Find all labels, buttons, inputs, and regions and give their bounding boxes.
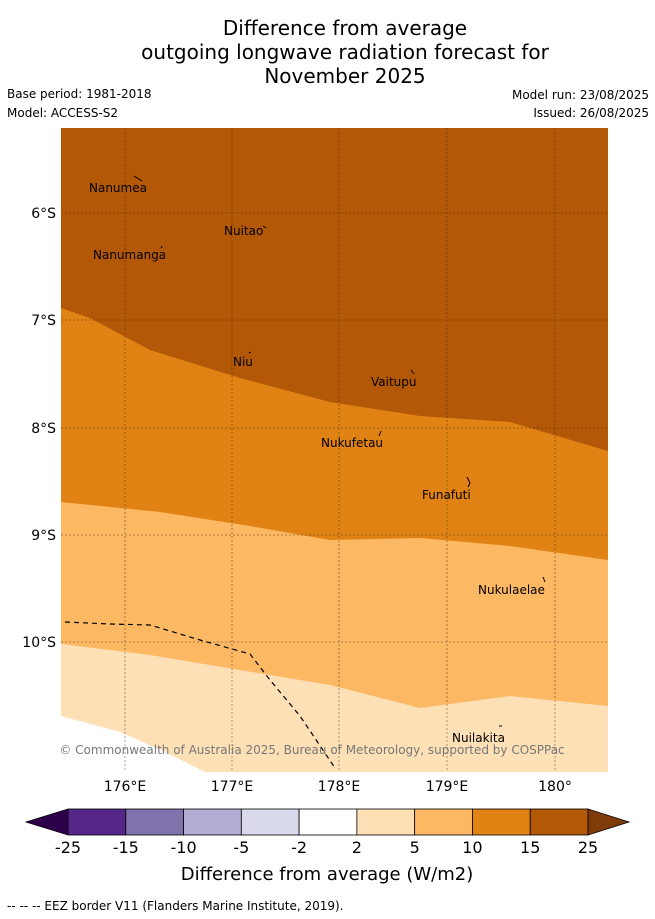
lon-label-179e: 179°E xyxy=(426,779,469,795)
colorbar-swatch xyxy=(356,808,416,836)
colorbar-swatch xyxy=(529,808,589,836)
title-line-2: outgoing longwave radiation forecast for xyxy=(141,40,549,64)
base-period: Base period: 1981-2018 xyxy=(7,87,152,101)
colorbar-tick-label: -25 xyxy=(55,838,81,857)
island-shape-funafuti xyxy=(466,476,471,488)
place-label-nuilakita: Nuilakita xyxy=(452,731,505,745)
colorbar-extend-low xyxy=(24,808,69,836)
place-label-funafuti: Funafuti xyxy=(422,488,471,502)
copyright-notice: © Commonwealth of Australia 2025, Bureau… xyxy=(59,743,564,757)
model-name: Model: ACCESS-S2 xyxy=(7,106,119,120)
colorbar-tick-label: -15 xyxy=(113,838,139,857)
island-shape-niu xyxy=(248,351,252,354)
map-plot-area: Nanumea Nuitao Nanumanga Niu Vaitupu Nuk… xyxy=(59,128,608,772)
lon-label-176e: 176°E xyxy=(104,779,147,795)
colorbar-swatch xyxy=(414,808,473,836)
colorbar-ticks: -25 -15 -10 -5 -2 2 5 10 15 25 xyxy=(55,838,598,857)
title-line-1: Difference from average xyxy=(222,16,468,40)
place-label-nukufetau: Nukufetau xyxy=(321,436,383,450)
place-label-nukulaelae: Nukulaelae xyxy=(478,583,545,597)
lat-label-6s: 6°S xyxy=(31,206,56,222)
island-shape-vaitupu xyxy=(410,369,415,375)
colorbar-tick-label: -5 xyxy=(233,838,249,857)
band-neutral xyxy=(61,716,205,772)
island-shape-nanumea xyxy=(133,175,143,182)
colorbar-swatch xyxy=(298,808,358,836)
longitude-labels: 176°E 177°E 178°E 179°E 180° xyxy=(104,779,572,795)
colorbar-label: Difference from average (W/m2) xyxy=(181,864,473,885)
place-labels: Nanumea Nuitao Nanumanga Niu Vaitupu Nuk… xyxy=(89,181,545,745)
band-2-5 xyxy=(61,644,608,772)
island-outlines xyxy=(133,175,546,727)
issued-date: Issued: 26/08/2025 xyxy=(533,106,649,120)
island-shape-nanumanga xyxy=(160,245,163,249)
colorbar-swatch xyxy=(67,808,127,836)
colorbar-swatches xyxy=(24,808,631,836)
lat-label-9s: 9°S xyxy=(31,528,56,544)
lat-label-7s: 7°S xyxy=(31,313,56,329)
place-label-nanumanga: Nanumanga xyxy=(93,248,166,262)
colorbar-swatch xyxy=(472,808,531,836)
place-label-vaitupu: Vaitupu xyxy=(371,375,417,389)
map-title: Difference from average outgoing longwav… xyxy=(0,16,655,88)
colorbar-swatch xyxy=(125,808,184,836)
colorbar-tick-label: 15 xyxy=(520,838,540,857)
colorbar-swatch xyxy=(240,808,300,836)
island-shape-nuitao xyxy=(262,225,267,229)
island-shape-nukufetau xyxy=(378,430,382,437)
lat-label-8s: 8°S xyxy=(31,421,56,437)
model-run: Model run: 23/08/2025 xyxy=(511,88,649,102)
colorbar-extend-high xyxy=(587,808,631,836)
title-line-3: November 2025 xyxy=(264,64,426,88)
place-label-nuitao: Nuitao xyxy=(224,224,263,238)
place-label-nanumea: Nanumea xyxy=(89,181,147,195)
colorbar-tick-label: 2 xyxy=(352,838,362,857)
forecast-map: Nanumea Nuitao Nanumanga Niu Vaitupu Nuk… xyxy=(22,128,631,885)
latitude-labels: 6°S 7°S 8°S 9°S 10°S xyxy=(22,206,56,651)
island-shape-nukulaelae xyxy=(542,576,546,583)
lat-label-10s: 10°S xyxy=(22,635,56,651)
colorbar-tick-label: -10 xyxy=(170,838,196,857)
lon-label-177e: 177°E xyxy=(211,779,254,795)
eez-border xyxy=(64,621,336,769)
colorbar-swatch xyxy=(183,808,242,836)
place-label-niu: Niu xyxy=(233,355,253,369)
colorbar-tick-label: 5 xyxy=(410,838,420,857)
colorbar-tick-label: -2 xyxy=(291,838,307,857)
colorbar: -25 -15 -10 -5 -2 2 5 10 15 25 Difference from av… xyxy=(24,808,631,885)
colorbar-tick-label: 25 xyxy=(578,838,598,857)
graticule xyxy=(61,128,608,772)
eez-legend-note: -- -- -- EEZ border V11 (Flanders Marine… xyxy=(7,899,344,913)
lon-label-180: 180° xyxy=(538,779,572,795)
lon-label-178e: 178°E xyxy=(318,779,361,795)
colorbar-tick-label: 10 xyxy=(462,838,482,857)
